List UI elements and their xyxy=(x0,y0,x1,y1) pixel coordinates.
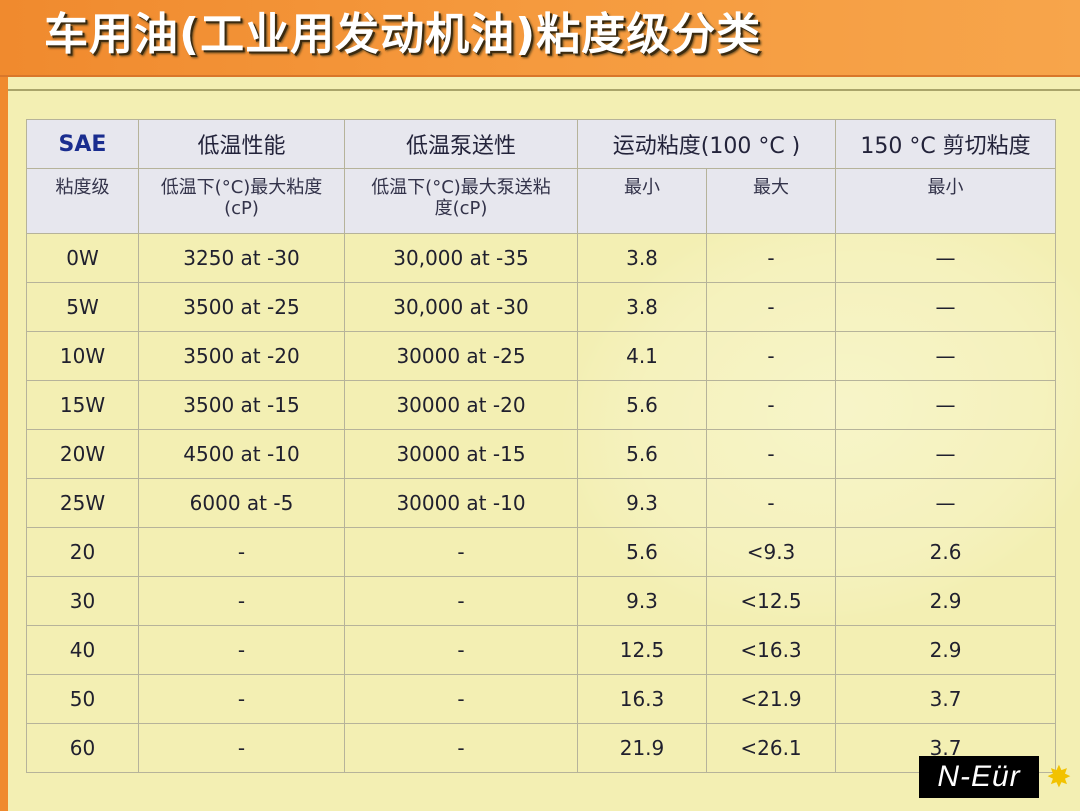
cell-min: 4.1 xyxy=(577,331,707,381)
table-row: 15W 3500 at -15 30000 at -20 5.6- — xyxy=(26,380,1057,430)
table-row: 25W 6000 at -5 30000 at -10 9.3- — xyxy=(26,478,1057,528)
cell-low-temp-visc: - xyxy=(138,625,345,675)
cell-pump-visc: 30,000 at -35 xyxy=(344,233,578,283)
page-title: 车用油(工业用发动机油)粘度级分类 xyxy=(44,9,762,60)
cell-min: 9.3 xyxy=(577,478,707,528)
subheader-pump-visc: 低温下(°C)最大泵送粘度(cP) xyxy=(344,168,578,234)
cell-pump-visc: 30000 at -10 xyxy=(344,478,578,528)
cell-max: - xyxy=(705,233,837,283)
brand-logo: N-Eür xyxy=(919,756,1039,798)
cell-low-temp-visc: 6000 at -5 xyxy=(138,478,345,528)
header-low-temp: 低温性能 xyxy=(138,119,345,169)
cell-max: <16.3 xyxy=(705,625,837,675)
cell-shear-min: — xyxy=(835,429,1057,479)
cell-pump-visc: 30,000 at -30 xyxy=(344,282,578,332)
cell-min: 12.5 xyxy=(577,625,707,675)
header-row-1: SAE 低温性能 低温泵送性 运动粘度(100 °C ) 150 °C 剪切粘度 xyxy=(26,119,1057,169)
cell-low-temp-visc: - xyxy=(138,723,345,773)
cell-shear-min: — xyxy=(835,331,1057,381)
cell-pump-visc: 30000 at -25 xyxy=(344,331,578,381)
cell-max: - xyxy=(705,282,837,332)
header-low-temp-pump: 低温泵送性 xyxy=(344,119,578,169)
cell-grade: 15W xyxy=(26,380,139,430)
cell-max: - xyxy=(705,429,837,479)
cell-min: 5.6 xyxy=(577,527,707,577)
cell-min: 3.8 xyxy=(577,282,707,332)
cell-grade: 60 xyxy=(26,723,139,773)
cell-min: 5.6 xyxy=(577,429,707,479)
table-row: 60- -21.9 <26.1 3.7 xyxy=(26,723,1057,773)
left-accent-strip xyxy=(0,0,8,811)
cell-max: <26.1 xyxy=(705,723,837,773)
cell-grade: 10W xyxy=(26,331,139,381)
cell-grade: 30 xyxy=(26,576,139,626)
cell-low-temp-visc: 3500 at -15 xyxy=(138,380,345,430)
table-row: 0W 3250 at -30 30,000 at -35 3.8- — xyxy=(26,233,1057,283)
cell-max: - xyxy=(705,380,837,430)
table-row: 40- -12.5 <16.3 2.9 xyxy=(26,625,1057,675)
cell-min: 5.6 xyxy=(577,380,707,430)
cell-max: - xyxy=(705,331,837,381)
subheader-low-temp-visc: 低温下(°C)最大粘度(cP) xyxy=(138,168,345,234)
title-bar: 车用油(工业用发动机油)粘度级分类 xyxy=(0,0,1080,77)
header-row-2: 粘度级 低温下(°C)最大粘度(cP) 低温下(°C)最大泵送粘度(cP) 最小… xyxy=(26,168,1057,234)
cell-grade: 20 xyxy=(26,527,139,577)
cell-grade: 50 xyxy=(26,674,139,724)
cell-shear-min: 2.9 xyxy=(835,625,1057,675)
subheader-shear-min: 最小 xyxy=(835,168,1057,234)
header-shear-viscosity: 150 °C 剪切粘度 xyxy=(835,119,1057,169)
cell-grade: 5W xyxy=(26,282,139,332)
cell-min: 16.3 xyxy=(577,674,707,724)
cell-grade: 25W xyxy=(26,478,139,528)
table-row: 5W 3500 at -25 30,000 at -30 3.8- — xyxy=(26,282,1057,332)
cell-grade: 0W xyxy=(26,233,139,283)
cell-low-temp-visc: - xyxy=(138,527,345,577)
cell-low-temp-visc: 3500 at -20 xyxy=(138,331,345,381)
cell-low-temp-visc: - xyxy=(138,674,345,724)
cell-max: <12.5 xyxy=(705,576,837,626)
table-row: 20- -5.6 <9.3 2.6 xyxy=(26,527,1057,577)
cell-shear-min: 3.7 xyxy=(835,674,1057,724)
cell-max: <21.9 xyxy=(705,674,837,724)
cell-shear-min: — xyxy=(835,282,1057,332)
cell-low-temp-visc: 3500 at -25 xyxy=(138,282,345,332)
subheader-grade: 粘度级 xyxy=(26,168,139,234)
table-row: 20W 4500 at -10 30000 at -15 5.6- — xyxy=(26,429,1057,479)
cell-min: 21.9 xyxy=(577,723,707,773)
star-icon: ✸ xyxy=(1046,759,1072,795)
header-kinematic-viscosity: 运动粘度(100 °C ) xyxy=(576,119,837,169)
cell-shear-min: — xyxy=(835,233,1057,283)
cell-low-temp-visc: 3250 at -30 xyxy=(138,233,345,283)
cell-pump-visc: - xyxy=(344,576,578,626)
table-row: 10W 3500 at -20 30000 at -25 4.1- — xyxy=(26,331,1057,381)
divider xyxy=(8,89,1080,91)
subheader-min: 最小 xyxy=(577,168,707,234)
cell-max: - xyxy=(705,478,837,528)
cell-min: 3.8 xyxy=(577,233,707,283)
cell-min: 9.3 xyxy=(577,576,707,626)
cell-pump-visc: 30000 at -20 xyxy=(344,380,578,430)
cell-pump-visc: - xyxy=(344,527,578,577)
viscosity-table: SAE 低温性能 低温泵送性 运动粘度(100 °C ) 150 °C 剪切粘度… xyxy=(26,119,1057,773)
cell-pump-visc: - xyxy=(344,625,578,675)
cell-low-temp-visc: - xyxy=(138,576,345,626)
cell-shear-min: 2.6 xyxy=(835,527,1057,577)
subheader-max: 最大 xyxy=(705,168,837,234)
cell-grade: 20W xyxy=(26,429,139,479)
header-sae: SAE xyxy=(26,119,139,169)
cell-pump-visc: - xyxy=(344,674,578,724)
cell-low-temp-visc: 4500 at -10 xyxy=(138,429,345,479)
cell-grade: 40 xyxy=(26,625,139,675)
cell-shear-min: 2.9 xyxy=(835,576,1057,626)
cell-shear-min: — xyxy=(835,380,1057,430)
table-row: 50- -16.3 <21.9 3.7 xyxy=(26,674,1057,724)
cell-pump-visc: - xyxy=(344,723,578,773)
cell-shear-min: — xyxy=(835,478,1057,528)
cell-pump-visc: 30000 at -15 xyxy=(344,429,578,479)
table-row: 30- -9.3 <12.5 2.9 xyxy=(26,576,1057,626)
cell-max: <9.3 xyxy=(705,527,837,577)
